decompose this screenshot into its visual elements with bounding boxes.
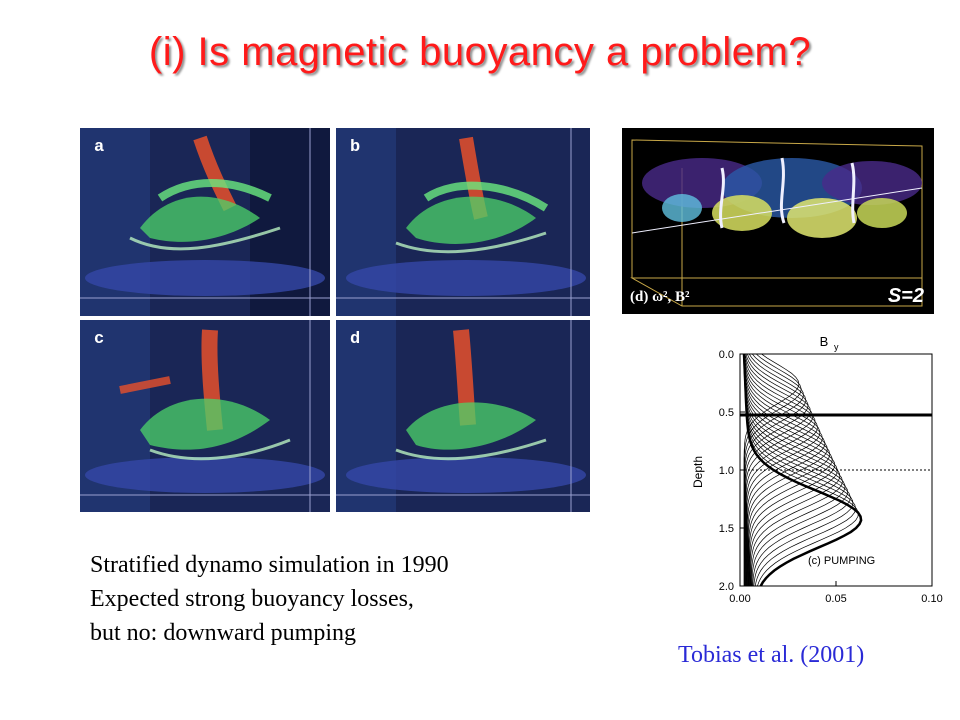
y-tick-label: 1.0	[719, 465, 734, 477]
simulation-panel-d: d	[336, 320, 590, 512]
caption-line-2: Expected strong buoyancy losses,	[90, 586, 414, 612]
convection-simulation-image: (d) ω², B² S=2	[622, 128, 934, 314]
y-tick-label: 0.0	[719, 349, 734, 361]
caption-line-1: Stratified dynamo simulation in 1990	[90, 552, 449, 578]
simulation-panel-b: b	[336, 128, 590, 316]
panel-label-b: b	[350, 138, 361, 157]
citation: Tobias et al. (2001)	[678, 642, 865, 668]
x-tick-label: 0.10	[921, 593, 942, 605]
plot-annotation: (c) PUMPING	[808, 555, 875, 567]
pumping-profile-plot: B y Depth (c) PUMPING 0.0 0.5 1.0 1.5 2.0 0.…	[688, 332, 950, 622]
panel-a-image	[80, 128, 330, 316]
simulation-render	[622, 128, 934, 314]
caption-line-3: but no: downward pumping	[90, 620, 356, 646]
plot-top-label: B	[820, 334, 829, 349]
panel-label-a: a	[94, 138, 105, 157]
x-tick-label: 0.00	[729, 593, 750, 605]
simulation-panel-c: c	[80, 320, 330, 512]
x-ticks: 0.00 0.05 0.10	[729, 581, 943, 605]
panel-label-c: c	[94, 330, 105, 349]
panel-d-image	[336, 320, 590, 512]
panel-b-image	[336, 128, 590, 316]
panel-c-image	[80, 320, 330, 512]
y-axis-label: Depth	[691, 456, 705, 488]
y-tick-label: 1.5	[719, 523, 734, 535]
panel-label-d: d	[350, 330, 361, 349]
plot-top-label-sub: y	[834, 342, 839, 352]
y-tick-label: 2.0	[719, 581, 734, 593]
simulation-panel-a: a	[80, 128, 330, 316]
simulation-label: (d) ω², B²	[630, 289, 690, 305]
caption: Stratified dynamo simulation in 1990 Exp…	[90, 548, 449, 650]
simulation-s-label: S=2	[887, 285, 924, 307]
y-ticks: 0.0 0.5 1.0 1.5 2.0	[719, 349, 745, 593]
y-tick-label: 0.5	[719, 407, 734, 419]
x-tick-label: 0.05	[825, 593, 846, 605]
profile-plot-svg: B y Depth (c) PUMPING 0.0 0.5 1.0 1.5 2.0 0.…	[691, 334, 943, 605]
profile-curve	[743, 353, 831, 587]
page-title: (i) Is magnetic buoyancy a problem?	[148, 30, 812, 74]
